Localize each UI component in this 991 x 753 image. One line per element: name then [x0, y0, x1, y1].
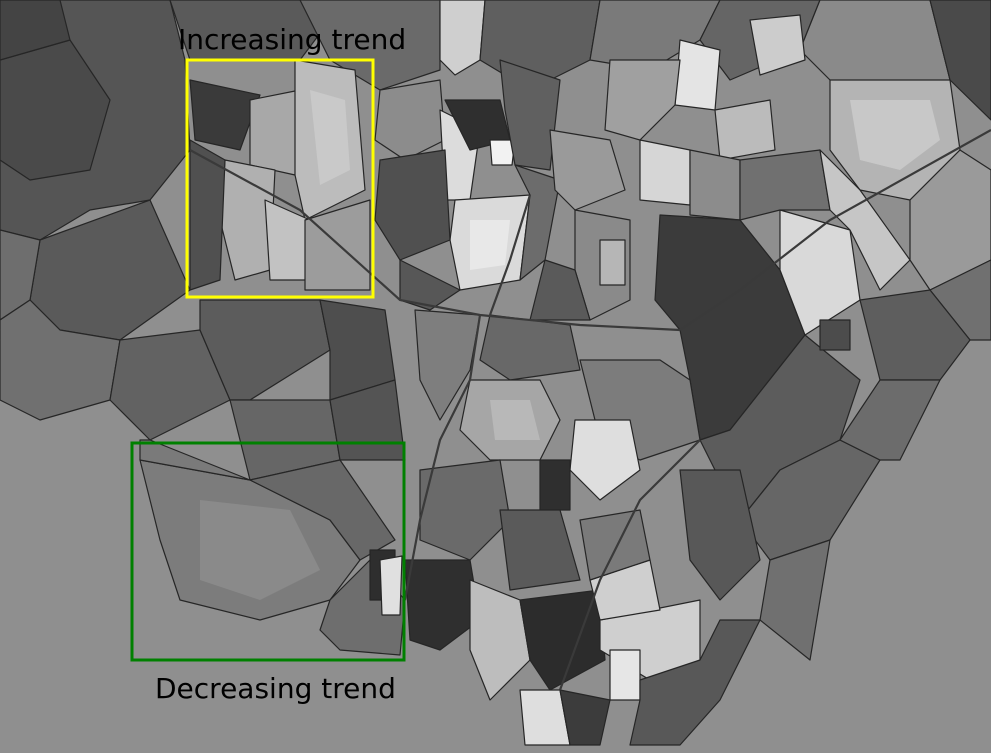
- map-region: [404, 559, 481, 651]
- map-region: [299, 0, 441, 91]
- map-region: [374, 79, 446, 161]
- increasing-trend-label: Increasing trend: [178, 23, 406, 56]
- map-region: [374, 149, 451, 261]
- map-region: [519, 589, 606, 691]
- annotation-boxes: Increasing trend Decreasing trend: [130, 23, 406, 705]
- road-network: [189, 129, 991, 691]
- map-region: [579, 509, 651, 581]
- map-region: [189, 79, 261, 151]
- map-region: [109, 329, 231, 441]
- map-region: [589, 0, 721, 71]
- map-region: [379, 555, 403, 616]
- map-shading: [200, 500, 320, 600]
- map-region: [0, 0, 71, 61]
- map-shading: [850, 100, 940, 170]
- map-region: [739, 149, 831, 221]
- map-region: [499, 59, 561, 171]
- map-region: [439, 0, 486, 76]
- map-region: [419, 459, 511, 561]
- map-region: [469, 579, 531, 701]
- map-region: [514, 164, 561, 281]
- map-region: [674, 39, 721, 111]
- map-region: [499, 509, 581, 591]
- map-region: [539, 459, 571, 511]
- decreasing-trend-label: Decreasing trend: [155, 672, 396, 705]
- map-region: [599, 239, 626, 286]
- map-region: [489, 139, 516, 166]
- map-region: [249, 89, 301, 176]
- map-region: [479, 314, 581, 381]
- road: [488, 194, 532, 316]
- map-region: [139, 439, 251, 481]
- road: [403, 314, 482, 601]
- map-region: [749, 14, 806, 76]
- map-region: [839, 379, 941, 461]
- road: [679, 129, 991, 331]
- map-region: [414, 309, 481, 421]
- map-region: [679, 469, 761, 601]
- inner-shading: [200, 90, 940, 600]
- increasing-trend-box: [185, 58, 375, 299]
- map-region: [909, 149, 991, 291]
- map-region: [189, 139, 226, 291]
- map-shading: [490, 400, 540, 440]
- map-region: [559, 689, 611, 746]
- map-region: [689, 149, 741, 221]
- map-region: [604, 59, 681, 141]
- map-region: [169, 0, 331, 61]
- map-region: [714, 99, 776, 161]
- map-region: [569, 419, 641, 501]
- decreasing-trend-box: [130, 441, 406, 662]
- map-region: [819, 319, 851, 351]
- road: [189, 149, 681, 332]
- road: [558, 439, 701, 691]
- map-shading: [310, 90, 350, 185]
- map-region: [529, 259, 591, 321]
- map-region: [629, 619, 761, 746]
- map-region: [609, 649, 641, 701]
- map-region: [399, 259, 461, 311]
- map-shading: [470, 220, 510, 270]
- map-region: [549, 129, 626, 211]
- map-region: [819, 149, 911, 291]
- map-region: [759, 539, 831, 661]
- map-region: [859, 289, 971, 381]
- map-region: [929, 0, 991, 121]
- map-region: [639, 139, 691, 206]
